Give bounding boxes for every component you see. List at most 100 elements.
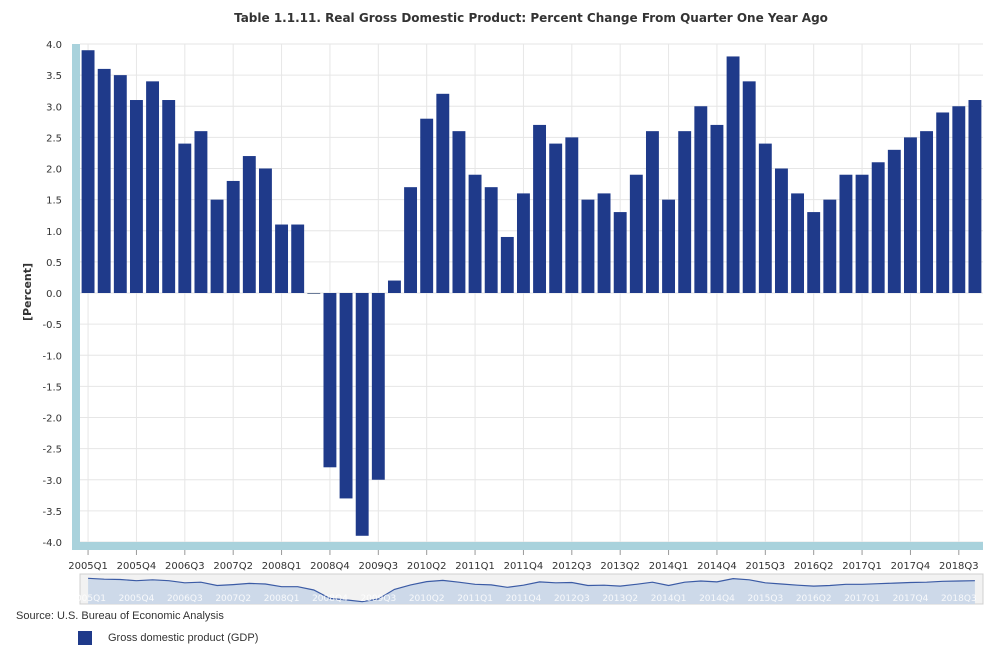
- navigator-tick-label: 2016Q2: [796, 594, 832, 604]
- navigator-area: [88, 578, 975, 604]
- bar-2016Q2[interactable]: [807, 212, 821, 293]
- x-tick-label: 2006Q3: [165, 561, 205, 572]
- bar-2016Q1[interactable]: [791, 193, 805, 293]
- range-navigator[interactable]: 2005Q1 2005Q4 2006Q3 2007Q2 2008Q1 2008Q4 2009…: [70, 573, 984, 605]
- navigator-tick-label: 2005Q1: [70, 594, 106, 604]
- y-tick-label: 2.0: [46, 165, 62, 176]
- bar-2013Q3[interactable]: [629, 174, 643, 293]
- navigator-tick-label: 2013Q2: [602, 594, 638, 604]
- x-tick-label: 2016Q2: [794, 561, 834, 572]
- navigator-tick-label: 2006Q3: [167, 594, 203, 604]
- bar-2017Q4[interactable]: [903, 137, 917, 294]
- bar-2005Q4[interactable]: [129, 100, 143, 294]
- bar-2012Q4[interactable]: [581, 199, 595, 294]
- y-tick-label: 1.0: [46, 227, 62, 238]
- x-tick-label: 2014Q4: [697, 561, 737, 572]
- bar-2013Q2[interactable]: [613, 212, 627, 293]
- bar-2018Q2[interactable]: [936, 112, 950, 293]
- bar-2014Q4[interactable]: [710, 124, 724, 293]
- x-tick-label: 2017Q4: [891, 561, 931, 572]
- x-axis-ticks: 2005Q1 2005Q4 2006Q3 2007Q2 2008Q1 2008Q4 2009…: [68, 550, 979, 572]
- bar-2018Q3[interactable]: [952, 106, 966, 293]
- bar-2007Q3[interactable]: [242, 156, 256, 293]
- bar-2006Q3[interactable]: [178, 143, 192, 293]
- bar-2017Q3[interactable]: [887, 149, 901, 293]
- bar-2007Q4[interactable]: [258, 168, 272, 294]
- navigator-tick-label: 2008Q1: [264, 594, 300, 604]
- chart-title: Table 1.1.11. Real Gross Domestic Produc…: [234, 11, 828, 25]
- bar-2016Q4[interactable]: [839, 174, 853, 293]
- bar-2009Q1[interactable]: [339, 293, 353, 499]
- bar-2015Q3[interactable]: [758, 143, 772, 293]
- bar-2008Q1[interactable]: [275, 224, 289, 293]
- bar-2012Q3[interactable]: [565, 137, 579, 294]
- bar-2013Q4[interactable]: [645, 131, 659, 293]
- bar-2018Q1[interactable]: [920, 131, 934, 293]
- navigator-tick-label: 2005Q4: [119, 594, 155, 604]
- bar-2005Q1[interactable]: [81, 50, 95, 294]
- bar-2008Q2[interactable]: [291, 224, 305, 293]
- navigator-tick-label: 2008Q4: [312, 594, 348, 604]
- y-tick-label: -3.5: [42, 507, 62, 518]
- axis-bands: [72, 44, 983, 550]
- bar-2008Q3[interactable]: [307, 293, 321, 294]
- bar-2008Q4[interactable]: [323, 293, 337, 468]
- bar-2007Q1[interactable]: [210, 199, 224, 294]
- navigator-tick-label: 2017Q1: [844, 594, 880, 604]
- navigator-tick-label: 2007Q2: [215, 594, 251, 604]
- y-tick-label: 3.5: [46, 71, 62, 82]
- bar-2014Q1[interactable]: [662, 199, 676, 294]
- bar-2009Q3[interactable]: [371, 293, 385, 480]
- bar-2010Q1[interactable]: [404, 187, 418, 293]
- bar-2017Q2[interactable]: [871, 162, 885, 293]
- bar-2013Q1[interactable]: [597, 193, 611, 293]
- bar-2011Q4[interactable]: [516, 193, 530, 293]
- y-tick-label: 0.5: [46, 258, 62, 269]
- x-tick-label: 2007Q2: [213, 561, 253, 572]
- bar-2010Q3[interactable]: [436, 93, 450, 293]
- navigator-line: [88, 577, 975, 603]
- bar-2006Q2[interactable]: [162, 100, 176, 294]
- bar-2009Q4[interactable]: [387, 280, 401, 293]
- bar-2006Q1[interactable]: [146, 81, 160, 293]
- bar-2012Q2[interactable]: [549, 143, 563, 293]
- bar-2005Q3[interactable]: [113, 75, 127, 294]
- bar-2015Q2[interactable]: [742, 81, 756, 293]
- y-tick-label: -2.0: [42, 414, 62, 425]
- bar-2014Q3[interactable]: [694, 106, 708, 293]
- x-tick-label: 2010Q2: [407, 561, 447, 572]
- bar-2006Q4[interactable]: [194, 131, 208, 293]
- bar-2012Q1[interactable]: [533, 124, 547, 293]
- y-tick-label: 0.0: [46, 289, 62, 300]
- y-tick-label: -1.5: [42, 382, 62, 393]
- bar-2010Q4[interactable]: [452, 131, 466, 293]
- x-tick-label: 2015Q3: [745, 561, 785, 572]
- bar-2011Q1[interactable]: [468, 174, 482, 293]
- y-axis-ticks: 4.0 3.5 3.0 2.5 2.0 1.5 1.0 0.5 0.0 -0.5 -1.0 -1.5 -…: [42, 40, 62, 549]
- y-tick-label: 3.0: [46, 102, 62, 113]
- legend-label: Gross domestic product (GDP): [108, 632, 259, 644]
- navigator-tick-label: 2014Q1: [651, 594, 687, 604]
- bar-2009Q2[interactable]: [355, 293, 369, 536]
- bar-2017Q1[interactable]: [855, 174, 869, 293]
- y-tick-label: -0.5: [42, 320, 62, 331]
- bar-2014Q2[interactable]: [678, 131, 692, 293]
- x-tick-label: 2013Q2: [600, 561, 640, 572]
- bar-2005Q2[interactable]: [97, 68, 111, 294]
- legend[interactable]: Gross domestic product (GDP): [78, 631, 258, 645]
- bar-2010Q2[interactable]: [420, 118, 434, 293]
- bar-2016Q3[interactable]: [823, 199, 837, 294]
- navigator-tick-label: 2014Q4: [699, 594, 735, 604]
- bars[interactable]: [81, 50, 982, 536]
- navigator-tick-label: 2011Q1: [457, 594, 493, 604]
- x-tick-label: 2018Q3: [939, 561, 979, 572]
- bar-2015Q1[interactable]: [726, 56, 740, 294]
- x-tick-label: 2008Q1: [262, 561, 302, 572]
- x-axis-band: [72, 542, 983, 550]
- bar-2011Q2[interactable]: [484, 187, 498, 293]
- x-tick-label: 2005Q4: [117, 561, 157, 572]
- bar-2007Q2[interactable]: [226, 180, 240, 293]
- bar-2015Q4[interactable]: [774, 168, 788, 294]
- bar-2018Q4[interactable]: [968, 100, 982, 294]
- bar-2011Q3[interactable]: [500, 236, 514, 293]
